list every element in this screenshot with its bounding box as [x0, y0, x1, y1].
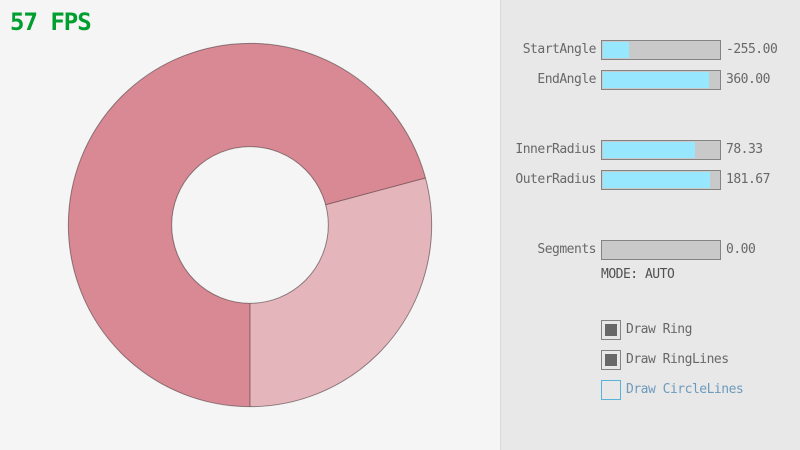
checkbox-label: Draw CircleLines	[626, 382, 744, 397]
checkmark-icon	[605, 354, 617, 366]
slider-label: OuterRadius	[515, 172, 596, 187]
ring-radial-line-start-angle	[325, 177, 426, 206]
checkbox-row-draw-ring: Draw Ring	[501, 320, 800, 340]
slider-bar-segments[interactable]	[601, 240, 721, 260]
ring-single-coverage-sector	[250, 177, 432, 407]
slider-label: InnerRadius	[515, 142, 596, 157]
slider-row-startangle: StartAngle -255.00	[501, 40, 800, 60]
slider-bar-startangle[interactable]	[601, 40, 721, 60]
ring-inner-outline	[171, 146, 329, 304]
checkbox-draw-ring[interactable]	[601, 320, 621, 340]
slider-fill	[603, 172, 711, 188]
checkmark-icon	[605, 324, 617, 336]
slider-row-segments: Segments 0.00	[501, 240, 800, 260]
ring-hole	[171, 146, 329, 304]
mode-label: MODE: AUTO	[601, 267, 675, 282]
slider-bar-innerradius[interactable]	[601, 140, 721, 160]
slider-value: 360.00	[726, 72, 770, 87]
checkbox-row-draw-circlelines: Draw CircleLines	[501, 380, 800, 400]
slider-row-outerradius: OuterRadius 181.67	[501, 170, 800, 190]
slider-label: Segments	[537, 242, 596, 257]
ring-outer-outline	[67, 42, 433, 408]
slider-bar-outerradius[interactable]	[601, 170, 721, 190]
ring-chart	[67, 42, 433, 408]
slider-fill	[603, 72, 710, 88]
slider-row-endangle: EndAngle 360.00	[501, 70, 800, 90]
slider-label: StartAngle	[522, 42, 597, 57]
checkbox-draw-ringlines[interactable]	[601, 350, 621, 370]
slider-bar-endangle[interactable]	[601, 70, 721, 90]
slider-row-innerradius: InnerRadius 78.33	[501, 140, 800, 160]
checkbox-label: Draw Ring	[626, 322, 692, 337]
controls-panel: StartAngle -255.00 EndAngle 360.00 Inner…	[500, 0, 800, 450]
fps-counter: 57 FPS	[10, 8, 92, 36]
slider-label: EndAngle	[537, 72, 596, 87]
slider-value: 78.33	[726, 142, 763, 157]
slider-fill	[603, 142, 696, 158]
checkbox-draw-circlelines[interactable]	[601, 380, 621, 400]
checkbox-label: Draw RingLines	[626, 352, 729, 367]
slider-value: 181.67	[726, 172, 770, 187]
slider-fill	[603, 42, 629, 58]
checkbox-row-draw-ringlines: Draw RingLines	[501, 350, 800, 370]
slider-value: -255.00	[726, 42, 778, 57]
slider-value: 0.00	[726, 242, 756, 257]
